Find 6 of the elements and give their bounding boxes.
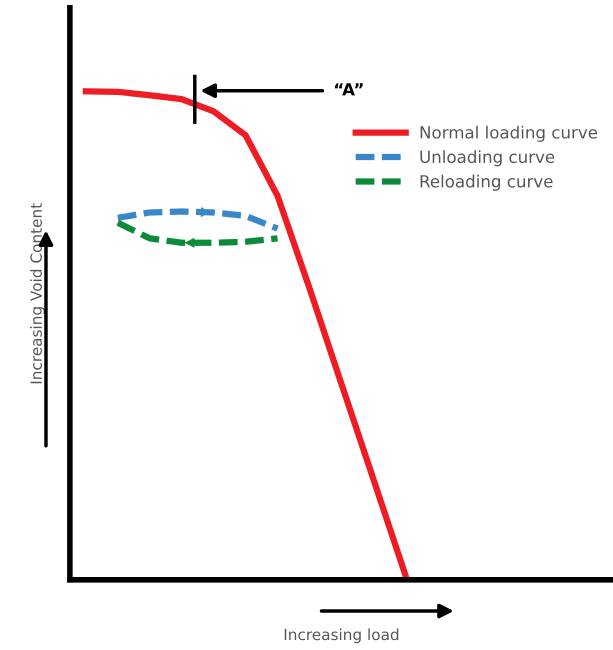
legend-label: Unloading curve [420, 150, 554, 166]
y-axis-title: Increasing Void Content [30, 203, 45, 384]
x-axis-title: Increasing load [284, 628, 398, 644]
legend-label: Normal loading curve [420, 126, 598, 142]
annotation: “A” [335, 83, 363, 96]
legend-label: Reloading curve [420, 174, 553, 191]
